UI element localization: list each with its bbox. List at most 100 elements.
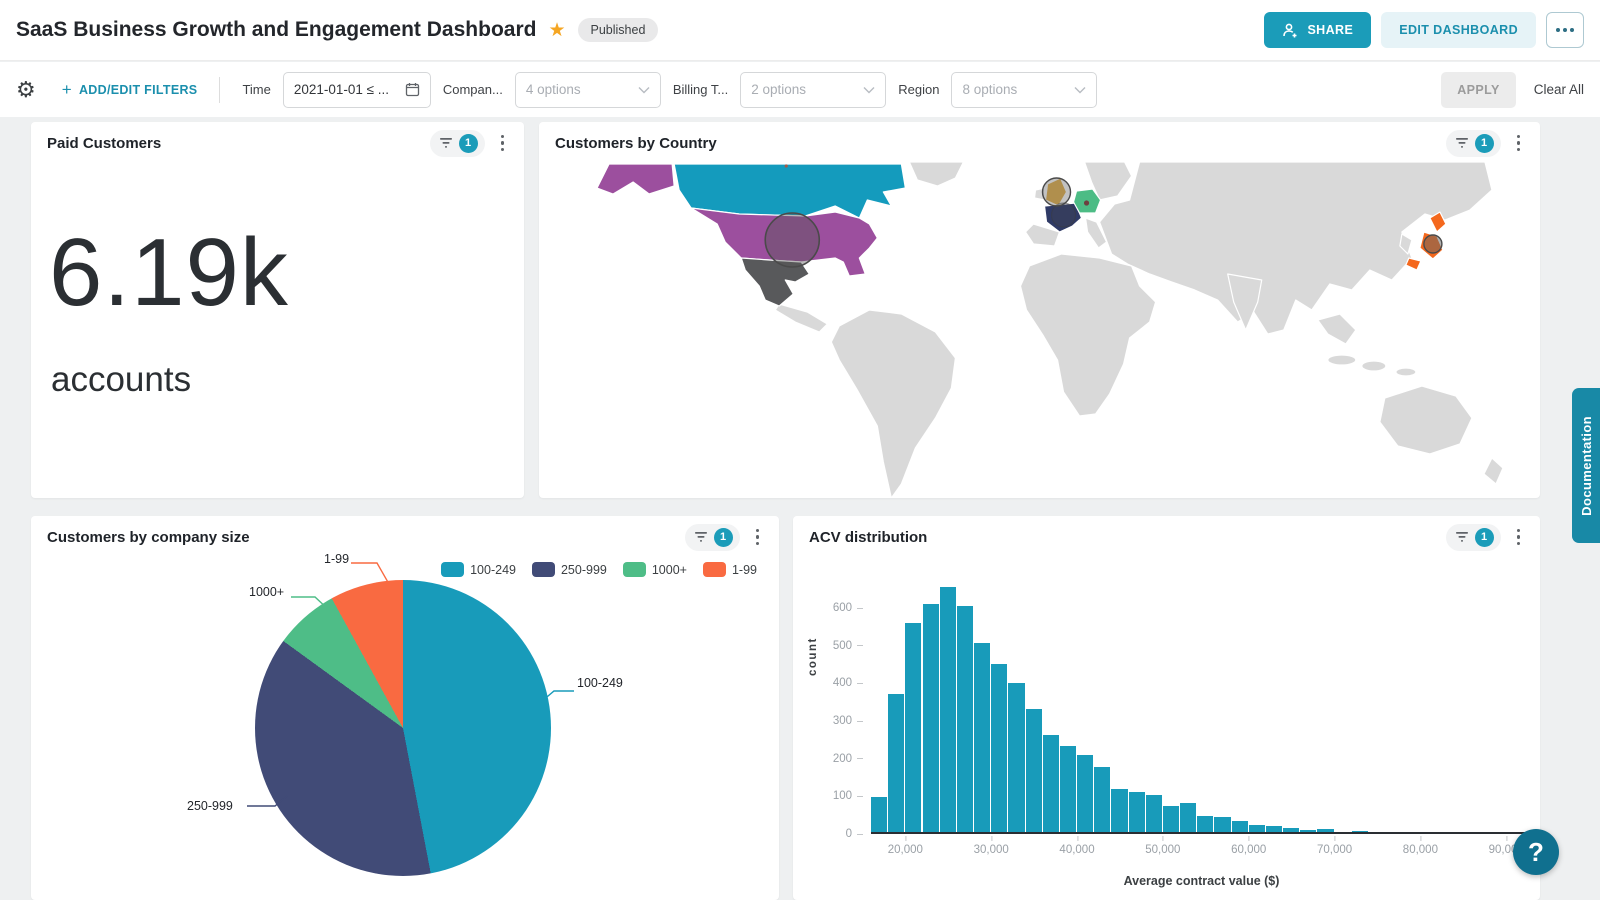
map-country-japan[interactable] xyxy=(1429,211,1447,233)
x-tick: 50,000 xyxy=(1145,836,1180,856)
add-edit-filters-label: ADD/EDIT FILTERS xyxy=(78,82,198,97)
pie-legend: 100-249 250-999 1000+ 1-99 xyxy=(441,562,757,577)
histogram-bar[interactable] xyxy=(974,643,992,832)
x-axis-label: Average contract value ($) xyxy=(1123,874,1280,888)
edit-dashboard-label: EDIT DASHBOARD xyxy=(1399,23,1518,37)
legend-swatch xyxy=(702,562,726,577)
map-africa xyxy=(1019,253,1157,417)
legend-swatch xyxy=(441,562,465,577)
histogram-bar[interactable] xyxy=(1145,794,1163,832)
histogram-bar[interactable] xyxy=(1025,708,1043,832)
legend-item[interactable]: 100-249 xyxy=(441,562,516,577)
clear-all-button[interactable]: Clear All xyxy=(1533,82,1584,97)
histogram-bar[interactable] xyxy=(1283,827,1301,832)
filter-count-badge: 1 xyxy=(713,527,733,547)
widget-menu-kebab-icon[interactable] xyxy=(1509,525,1529,550)
histogram-bar[interactable] xyxy=(1094,766,1112,832)
add-edit-filters-button[interactable]: + ADD/EDIT FILTERS xyxy=(62,80,198,100)
legend-item[interactable]: 250-999 xyxy=(531,562,607,577)
world-map xyxy=(539,162,1540,498)
map-country-alaska[interactable] xyxy=(596,163,675,195)
documentation-tab[interactable]: Documentation xyxy=(1572,388,1600,543)
region-filter-value: 8 options xyxy=(962,82,1018,97)
histogram-bar[interactable] xyxy=(1042,734,1060,832)
help-button[interactable]: ? xyxy=(1513,829,1559,875)
map-country-japan[interactable] xyxy=(1405,257,1422,271)
share-user-icon xyxy=(1283,23,1297,37)
widget-menu-kebab-icon[interactable] xyxy=(493,131,513,156)
y-axis-ticks: 0 100 200 300 400 500 600 xyxy=(793,578,863,840)
company-filter-select[interactable]: 4 options xyxy=(514,71,661,108)
widget-filter-chip[interactable]: 1 xyxy=(1445,129,1501,157)
histogram-bar[interactable] xyxy=(1265,825,1284,832)
map-bubble-japan[interactable] xyxy=(1423,234,1443,254)
histogram-bar[interactable] xyxy=(888,693,906,832)
apply-button[interactable]: APPLY xyxy=(1441,71,1516,108)
dot-icon xyxy=(1556,28,1560,32)
legend-item[interactable]: 1-99 xyxy=(702,562,757,577)
histogram-bar[interactable] xyxy=(905,622,923,832)
histogram-bar[interactable] xyxy=(1248,824,1266,832)
more-options-button[interactable] xyxy=(1546,12,1584,48)
histogram-bar[interactable] xyxy=(1231,820,1249,832)
favorite-star-icon[interactable]: ★ xyxy=(548,19,566,41)
region-filter-select[interactable]: 8 options xyxy=(951,71,1098,108)
map-country-mexico[interactable] xyxy=(740,257,810,307)
map-korea xyxy=(1399,233,1413,255)
customers-by-country-card: Customers by Country 1 xyxy=(539,122,1540,498)
widget-filter-chip[interactable]: 1 xyxy=(1445,523,1501,551)
legend-label: 100-249 xyxy=(470,562,516,577)
histogram-bar[interactable] xyxy=(1008,682,1026,832)
widget-filter-chip[interactable]: 1 xyxy=(684,523,740,551)
chevron-down-icon xyxy=(863,86,875,93)
edit-dashboard-button[interactable]: EDIT DASHBOARD xyxy=(1381,12,1536,48)
status-badge: Published xyxy=(577,18,659,42)
y-tick: 400 xyxy=(833,677,863,689)
kpi-value: 6.19k xyxy=(49,219,289,326)
legend-item[interactable]: 1000+ xyxy=(622,562,687,577)
x-tick: 80,000 xyxy=(1403,836,1438,856)
histogram-bar[interactable] xyxy=(922,604,940,832)
histogram-bar[interactable] xyxy=(871,796,889,832)
map-country-uk[interactable] xyxy=(1044,177,1068,207)
histogram-bar[interactable] xyxy=(1180,802,1198,832)
histogram-bar[interactable] xyxy=(1077,755,1095,832)
paid-customers-card: Paid Customers 1 6.19k accounts xyxy=(31,122,524,498)
billing-filter-select[interactable]: 2 options xyxy=(740,71,887,108)
map-bubble-france[interactable] xyxy=(1050,202,1077,228)
histogram-bar[interactable] xyxy=(1111,789,1129,832)
histogram-bar[interactable] xyxy=(1351,830,1369,832)
histogram-bar[interactable] xyxy=(1162,805,1181,832)
histogram-bar[interactable] xyxy=(1128,792,1146,832)
pie-slice-label: 1000+ xyxy=(249,585,285,599)
share-button[interactable]: SHARE xyxy=(1264,12,1372,48)
map-south-america xyxy=(830,309,957,498)
filter-settings-gear-icon[interactable]: ⚙ xyxy=(16,76,36,102)
map-bubble-uk[interactable] xyxy=(1041,177,1072,207)
histogram-bar[interactable] xyxy=(1197,816,1215,832)
legend-label: 1-99 xyxy=(731,562,757,577)
histogram-bar[interactable] xyxy=(1317,828,1335,832)
time-filter-input[interactable]: 2021-01-01 ≤ ... xyxy=(282,71,431,108)
map-scandinavia xyxy=(1083,162,1133,201)
histogram-bar[interactable] xyxy=(1300,830,1318,832)
documentation-tab-label: Documentation xyxy=(1578,415,1594,516)
pie-slice-label: 100-249 xyxy=(577,676,623,690)
histogram-plot-area[interactable] xyxy=(871,578,1532,834)
histogram-bar[interactable] xyxy=(1059,746,1077,832)
card-title: Customers by Country xyxy=(555,134,717,152)
x-tick: 30,000 xyxy=(974,836,1009,856)
map-dot-germany[interactable] xyxy=(1083,200,1090,206)
histogram-bar[interactable] xyxy=(939,587,957,832)
y-tick: 100 xyxy=(833,790,863,802)
histogram-bar[interactable] xyxy=(1214,817,1232,832)
widget-menu-kebab-icon[interactable] xyxy=(1509,131,1529,156)
histogram-bar[interactable] xyxy=(956,606,974,832)
widget-menu-kebab-icon[interactable] xyxy=(748,525,768,550)
time-filter-label: Time xyxy=(242,82,271,97)
histogram-bar[interactable] xyxy=(991,663,1009,832)
pie-chart[interactable] xyxy=(255,580,551,876)
map-bubble-usa[interactable] xyxy=(764,212,821,268)
map-se-asia xyxy=(1317,313,1357,345)
widget-filter-chip[interactable]: 1 xyxy=(429,129,485,157)
